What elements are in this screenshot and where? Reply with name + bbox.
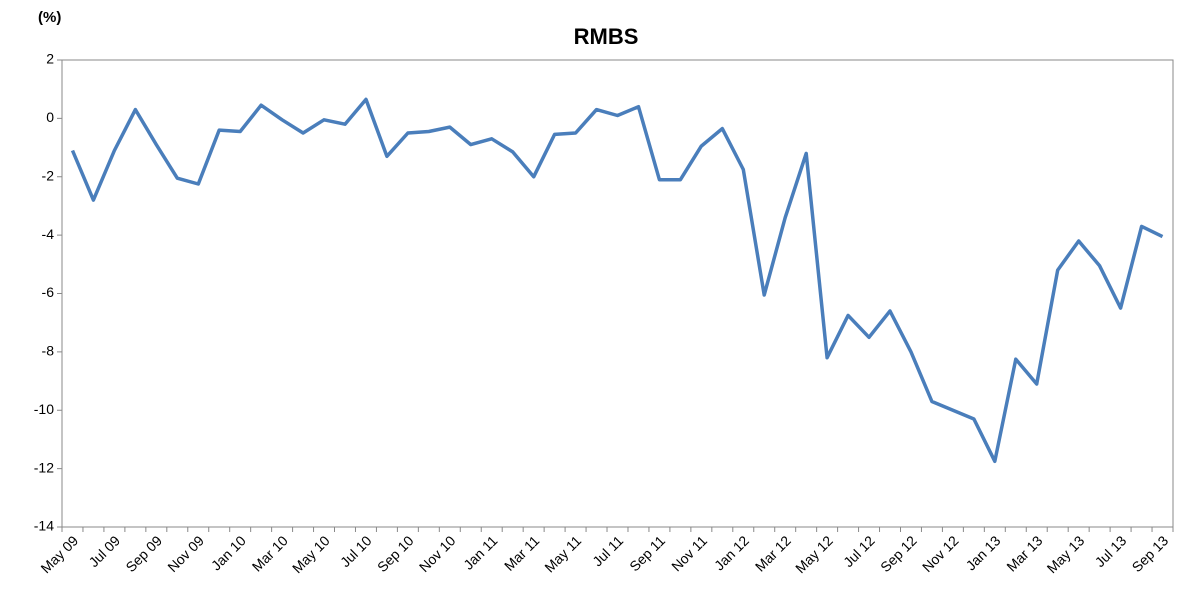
y-tick-label: -4 <box>42 226 55 242</box>
y-tick-label: -6 <box>42 284 55 300</box>
x-tick-label: May 11 <box>541 532 584 575</box>
y-axis-label: (%) <box>38 9 61 26</box>
x-tick-label: Sep 10 <box>374 532 417 575</box>
x-tick-label: May 09 <box>37 532 81 576</box>
x-tick-label: Jul 09 <box>85 532 123 570</box>
data-line <box>70 97 1164 464</box>
y-tick-label: -2 <box>42 167 55 183</box>
x-tick-label: Jul 10 <box>337 532 375 570</box>
y-tick-label: -12 <box>34 459 54 475</box>
x-tick-label: Mar 10 <box>249 532 291 574</box>
y-tick-label: -8 <box>42 343 55 359</box>
x-tick-label: Jul 13 <box>1092 532 1130 570</box>
x-tick-label: Jan 11 <box>460 532 500 572</box>
x-tick-label: Sep 13 <box>1129 532 1172 575</box>
x-tick-label: Mar 11 <box>501 532 543 574</box>
y-tick-label: 2 <box>46 51 54 67</box>
x-tick-label: Sep 12 <box>877 532 920 575</box>
x-tick-label: Mar 13 <box>1003 532 1045 574</box>
x-tick-label: Nov 12 <box>919 532 962 575</box>
x-tick-label: May 13 <box>1044 532 1088 576</box>
x-tick-label: Sep 11 <box>626 532 668 574</box>
x-tick-label: May 10 <box>289 532 333 576</box>
x-tick-label: Sep 09 <box>122 532 165 575</box>
x-tick-label: May 12 <box>792 532 836 576</box>
x-tick-label: Nov 11 <box>668 532 710 574</box>
y-tick-label: -14 <box>34 518 54 534</box>
y-tick-label: -10 <box>34 401 54 417</box>
y-tick-label: 0 <box>46 109 54 125</box>
x-tick-label: Mar 12 <box>752 532 794 574</box>
x-tick-label: Jan 13 <box>963 532 1004 573</box>
x-tick-label: Nov 09 <box>164 532 207 575</box>
x-tick-label: Jul 12 <box>840 532 878 570</box>
x-tick-label: Jan 12 <box>711 532 752 573</box>
x-tick-label: Jul 11 <box>589 532 626 569</box>
x-tick-label: Nov 10 <box>416 532 459 575</box>
x-tick-label: Jan 10 <box>208 532 249 573</box>
chart-title: RMBS <box>574 24 639 49</box>
